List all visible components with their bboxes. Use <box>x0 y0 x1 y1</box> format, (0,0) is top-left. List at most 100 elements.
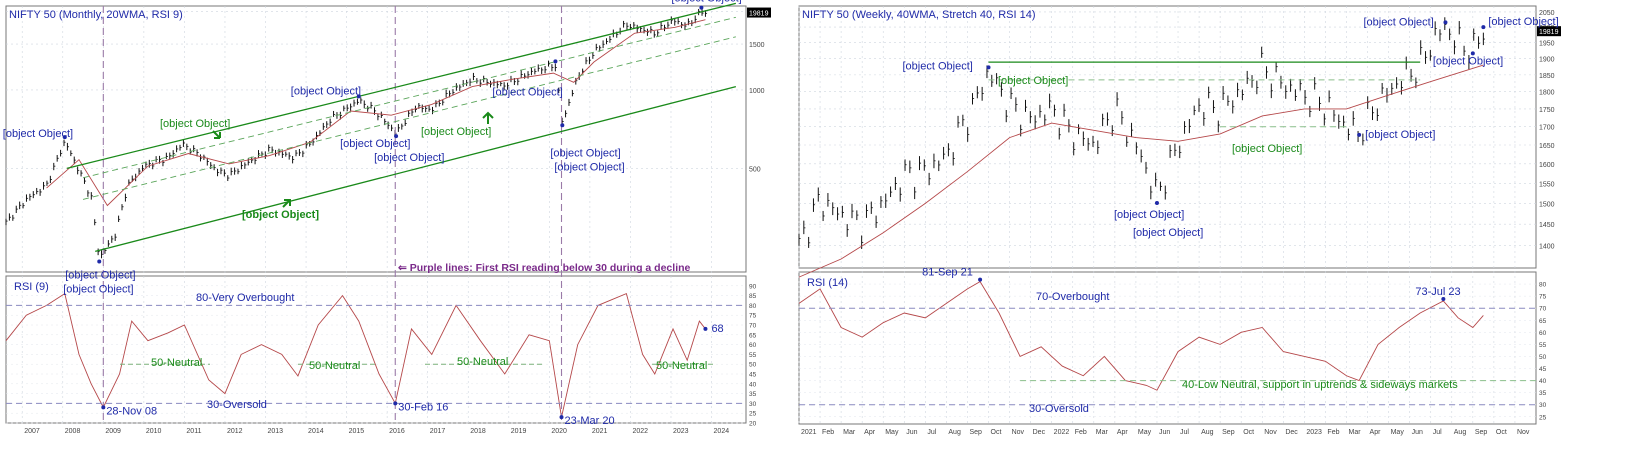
wma-line <box>798 64 1484 278</box>
x-tick-label: Jun <box>906 429 917 436</box>
rsi-support-label: 40-Low Neutral, support in uptrends & si… <box>1182 379 1458 391</box>
x-tick-label: Aug <box>1201 429 1214 436</box>
rsi-annotation: 81-Sep 21 <box>922 267 973 279</box>
channel-line-upper <box>66 2 737 169</box>
rsi-tick-label: 60 <box>749 342 757 349</box>
rsi-tick-label: 45 <box>1539 366 1547 373</box>
price-annotation: [object Object] <box>374 152 444 164</box>
last-value-label: 19819 <box>749 11 769 18</box>
rsi-annotation-dot <box>393 401 398 406</box>
rsi-tick-label: 80 <box>749 303 757 310</box>
price-tick-label: 1900 <box>1539 57 1555 64</box>
x-tick-label: 2022 <box>1054 429 1070 436</box>
x-tick-label: Apr <box>1117 429 1129 436</box>
price-tick-label: 500 <box>749 166 761 173</box>
x-tick-label: Oct <box>991 429 1002 436</box>
chart-title: NIFTY 50 (Weekly, 40WMA, Stretch 40, RSI… <box>802 9 1036 21</box>
x-tick-label: May <box>1391 429 1405 436</box>
annotation-dot <box>394 134 399 139</box>
rsi-annotation-dot <box>703 326 708 331</box>
annotation-dot <box>62 135 67 140</box>
price-tick-label: 1650 <box>1539 143 1555 150</box>
last-value-box <box>1537 26 1561 37</box>
price-annotation: [object Object] <box>550 147 620 159</box>
purple-lines-note: ⇐ Purple lines: First RSI reading below … <box>398 262 691 274</box>
rsi-tick-label: 30 <box>1539 402 1547 409</box>
rsi-tick-label: 25 <box>1539 414 1547 421</box>
rsi-tick-label: 40 <box>749 381 757 388</box>
x-tick-label: Mar <box>1096 429 1109 436</box>
x-tick-label: Apr <box>1370 429 1382 436</box>
price-annotation: [object Object] <box>1365 129 1435 141</box>
rsi-tick-label: 45 <box>749 372 757 379</box>
wma-line <box>46 19 706 207</box>
rsi-annotation: 68 <box>711 323 723 335</box>
neutral-label: 50-Neutral <box>151 357 202 369</box>
x-tick-label: Oct <box>1243 429 1254 436</box>
monthly-chart: 2007 2008 2009 2010 2011 2012 2013 2014 2015 2016… <box>3 0 771 435</box>
rsi-tick-label: 85 <box>749 293 757 300</box>
x-tick-label: Sep <box>969 429 982 436</box>
rsi-annotation: 23-Mar 20 <box>565 415 615 427</box>
x-tick-label: 2020 <box>551 428 567 435</box>
rsi-level-text: 70-Overbought <box>1036 291 1109 303</box>
price-tick-label: 1000 <box>749 88 765 95</box>
x-tick-label: 2009 <box>105 428 121 435</box>
rsi-tick-label: 35 <box>749 391 757 398</box>
rsi-tick-label: 70 <box>1539 306 1547 313</box>
arrow-icon <box>482 111 494 124</box>
rsi-line <box>5 292 706 418</box>
price-tick-label: 1950 <box>1539 41 1555 48</box>
x-tick-label: Aug <box>948 429 961 436</box>
x-tick-label: Nov <box>1012 429 1025 436</box>
x-tick-label: 2024 <box>714 428 730 435</box>
rsi-tick-label: 50 <box>1539 354 1547 361</box>
channel-line-lower <box>95 85 737 253</box>
x-tick-label: 2022 <box>632 428 648 435</box>
x-tick-label: 2015 <box>349 428 365 435</box>
x-tick-label: Oct <box>1496 429 1507 436</box>
last-value-box <box>747 7 771 18</box>
x-tick-label: 2019 <box>511 428 527 435</box>
neutral-label: 50-Neutral <box>309 360 360 372</box>
annotation-dot <box>699 5 704 10</box>
rsi-panel-frame <box>5 275 747 424</box>
rsi-line <box>798 281 1484 391</box>
rsi-panel-frame <box>798 271 1537 425</box>
price-annotation: [object Object] <box>554 161 624 173</box>
x-tick-label: Dec <box>1285 429 1298 436</box>
x-tick-label: Sep <box>1222 429 1235 436</box>
up-channel-label: [object Object] <box>242 209 319 221</box>
x-tick-label: 2014 <box>308 428 324 435</box>
rsi-tick-label: 50 <box>749 362 757 369</box>
x-tick-label: Jun <box>1159 429 1170 436</box>
rsi-tick-label: 75 <box>749 313 757 320</box>
x-tick-label: Jul <box>1180 429 1189 436</box>
x-tick-label: 2007 <box>24 428 40 435</box>
x-tick-label: 2021 <box>592 428 608 435</box>
price-tick-label: 2050 <box>1539 10 1555 17</box>
price-tick-label: 1400 <box>1539 244 1555 251</box>
rsi-level-text: 80-Very Overbought <box>196 292 294 304</box>
x-tick-label: Nov <box>1517 429 1530 436</box>
price-tick-label: 1700 <box>1539 125 1555 132</box>
channel-line-mid-dashed_2 <box>82 16 736 179</box>
x-tick-label: Feb <box>1327 429 1339 436</box>
x-tick-label: 2021 <box>801 429 817 436</box>
price-tick-label: 1550 <box>1539 181 1555 188</box>
x-tick-label: Jul <box>927 429 936 436</box>
x-tick-label: Jul <box>1433 429 1442 436</box>
rsi-annotation: 73-Jul 23 <box>1415 286 1460 298</box>
rsi-label: RSI (14) <box>807 277 848 289</box>
rsi-annotation-dot <box>559 415 564 420</box>
weekly-chart: 2021 Feb Mar Apr May Jun Jul Aug Sep Oct Nov Dec 202… <box>798 5 1561 436</box>
price-annotation: [object Object] <box>1363 16 1433 28</box>
arrow-icon <box>212 130 221 139</box>
rsi-annotation-dot <box>1441 296 1446 301</box>
rsi-annotation-dot <box>101 405 106 410</box>
x-tick-label: 2013 <box>268 428 284 435</box>
price-annotation: [object Object] <box>1232 143 1302 155</box>
rsi-tick-label: 55 <box>1539 342 1547 349</box>
price-annotation: [object Object] <box>3 128 73 140</box>
annotation-dot <box>560 123 565 128</box>
